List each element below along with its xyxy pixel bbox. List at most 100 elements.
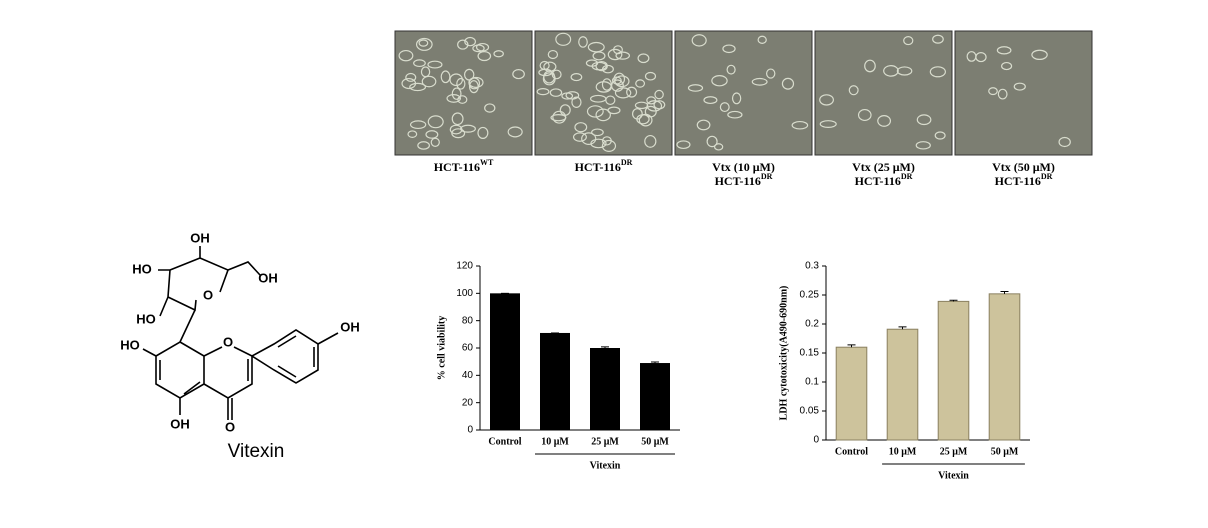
cell: [988, 87, 998, 96]
cell: [1031, 49, 1048, 61]
cell: [418, 39, 429, 47]
cell: [398, 49, 414, 62]
label-superscript: WT: [480, 158, 494, 167]
cell: [1013, 82, 1026, 91]
label-text: Vtx (10 μM): [712, 160, 775, 174]
bar: [640, 363, 670, 430]
y-tick-label: 0.15: [800, 348, 820, 359]
cell: [877, 115, 892, 127]
cell: [578, 36, 588, 48]
x-tick-label: 10 μM: [889, 446, 917, 457]
cell: [574, 122, 588, 133]
x-tick-label: 25 μM: [940, 446, 968, 457]
cell: [722, 44, 736, 54]
cell: [565, 91, 580, 100]
cell: [703, 96, 718, 105]
cell: [615, 51, 631, 60]
cell: [551, 69, 562, 80]
atom-label: O: [223, 334, 233, 349]
cell: [726, 64, 736, 75]
cell: [676, 140, 691, 150]
cell: [626, 86, 638, 98]
cell: [460, 124, 476, 133]
micrograph-label: HCT-116WT: [434, 158, 494, 174]
cell: [484, 103, 496, 113]
error-bar: [651, 361, 659, 364]
cell: [896, 66, 913, 76]
cell: [819, 94, 834, 106]
cell: [407, 130, 418, 138]
bar: [886, 328, 919, 441]
bar: [540, 332, 570, 430]
atom-label: OH: [170, 416, 190, 431]
cell: [595, 60, 608, 72]
y-tick-label: 60: [462, 343, 474, 354]
cell: [653, 100, 666, 110]
x-tick-label: Control: [835, 446, 868, 457]
x-tick-label: 50 μM: [991, 446, 1019, 457]
micrograph-label: HCT-116DR: [715, 172, 773, 188]
cell: [601, 139, 617, 153]
cell: [932, 34, 944, 44]
cell: [449, 73, 463, 87]
cell: [765, 68, 776, 79]
cell: [590, 138, 607, 149]
cell: [706, 135, 718, 148]
cell: [607, 106, 621, 115]
micrograph: [674, 30, 813, 156]
cell: [457, 39, 469, 50]
label-superscript: DR: [1041, 172, 1053, 181]
cell: [915, 141, 931, 150]
micrograph: [954, 30, 1093, 156]
cell: [696, 119, 711, 131]
cell: [405, 72, 417, 82]
micrograph-label: HCT-116DR: [855, 172, 913, 188]
bar: [590, 348, 620, 430]
y-tick-label: 0: [467, 425, 473, 436]
label-text: HCT-116: [434, 160, 480, 174]
cell: [446, 93, 462, 103]
cell: [591, 128, 604, 137]
cell: [472, 44, 485, 53]
cell: [427, 115, 444, 129]
cell: [644, 134, 657, 148]
micrograph-label: Vtx (10 μM): [712, 160, 775, 174]
cell: [552, 110, 567, 124]
y-tick-label: 0.2: [805, 319, 819, 330]
cell: [409, 82, 427, 92]
cell: [586, 105, 604, 118]
cell: [966, 51, 977, 62]
micrograph-label: Vtx (25 μM): [852, 160, 915, 174]
x-tick-label: 25 μM: [591, 436, 619, 447]
atom-label: HO: [136, 311, 156, 326]
cell: [848, 85, 859, 96]
cell: [420, 66, 431, 78]
cell: [512, 69, 525, 80]
cell: [468, 76, 484, 88]
cell: [607, 48, 623, 61]
cell: [996, 46, 1012, 55]
cell: [934, 131, 946, 140]
y-tick-label: 0.1: [805, 377, 819, 388]
micrograph: [534, 30, 673, 156]
cell: [635, 79, 646, 88]
bar: [937, 300, 970, 441]
atom-label: OH: [258, 270, 278, 285]
cell: [713, 143, 724, 151]
cell: [477, 126, 489, 140]
y-axis-label: LDH cytotoxicity(A490-690nm): [778, 286, 789, 421]
cell: [691, 34, 707, 47]
cell: [757, 35, 767, 44]
y-tick-label: 0.3: [805, 261, 819, 272]
cell: [631, 108, 643, 120]
group-label: Vitexin: [938, 470, 969, 481]
micrograph: [814, 30, 953, 156]
cell: [427, 60, 443, 69]
label-superscript: DR: [761, 172, 773, 181]
cell: [819, 120, 837, 128]
cell: [549, 88, 563, 97]
bar: [835, 346, 868, 441]
cell: [903, 36, 914, 46]
bonds: [142, 246, 339, 420]
